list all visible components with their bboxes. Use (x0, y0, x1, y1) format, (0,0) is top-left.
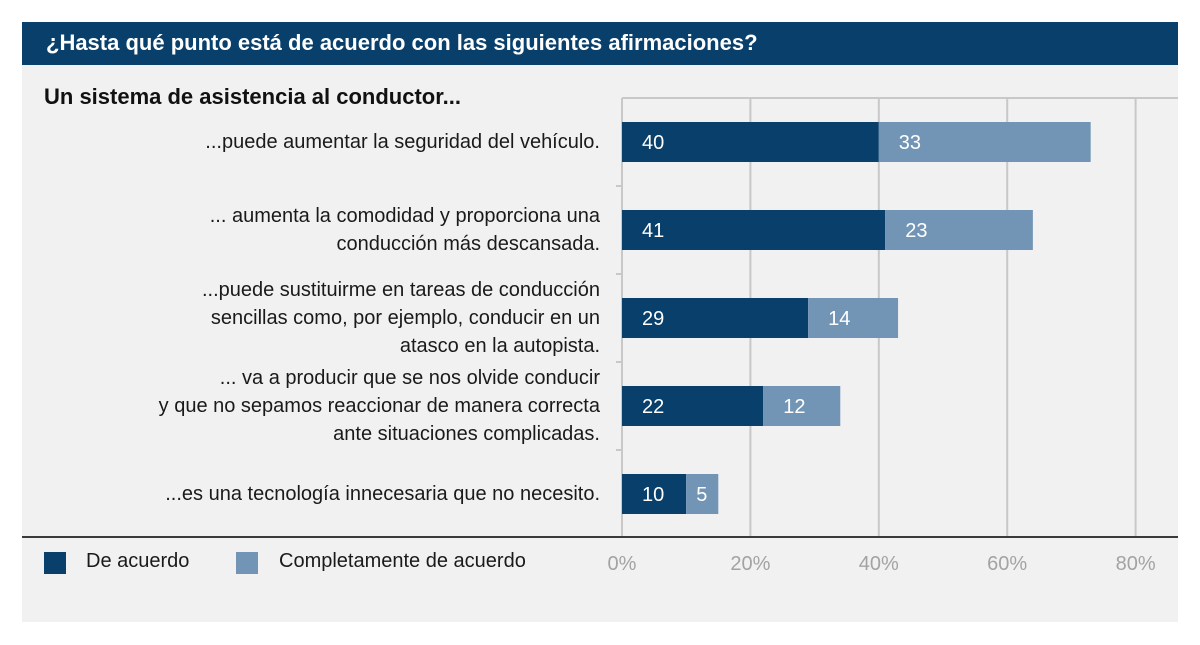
data-label-de-acuerdo-2: 29 (642, 308, 664, 330)
category-label: ... va a producir que se nos olvide cond… (159, 364, 600, 448)
bar-chart: 40 33 41 23 29 14 22 12 10 5 0% 20% 40% 60% 80% (608, 97, 1178, 575)
x-tick-label-20: 20% (730, 553, 770, 575)
bar-de-acuerdo-1 (622, 210, 886, 250)
bar-completamente-3 (763, 386, 841, 426)
x-tick-label-80: 80% (1116, 553, 1156, 575)
category-label-line: conducción más descansada. (336, 233, 601, 255)
category-label-line: sencillas como, por ejemplo, conducir en… (210, 307, 600, 329)
bar-de-acuerdo-2 (622, 298, 809, 338)
legend-swatch-completamente (236, 552, 258, 574)
category-label-line: atasco en la autopista. (399, 335, 600, 357)
category-label-line: ...puede aumentar la seguridad del vehíc… (205, 131, 600, 153)
chart-title: ¿Hasta qué punto está de acuerdo con las… (46, 30, 758, 55)
category-label: ...puede aumentar la seguridad del vehíc… (205, 128, 600, 156)
x-axis-baseline (22, 536, 1178, 538)
bar-completamente-4 (686, 474, 719, 514)
data-label-completamente-2: 14 (828, 308, 850, 330)
category-label-line: ante situaciones complicadas. (333, 423, 600, 445)
category-label-line: y que no sepamos reaccionar de manera co… (158, 395, 600, 417)
category-label: ...puede sustituirme en tareas de conduc… (202, 276, 600, 360)
category-label-line: ... aumenta la comodidad y proporciona u… (209, 205, 600, 227)
category-label-line: ...puede sustituirme en tareas de conduc… (201, 279, 600, 301)
legend-swatch-de-acuerdo (44, 552, 66, 574)
bar-de-acuerdo-3 (622, 386, 764, 426)
bar-de-acuerdo-0 (622, 122, 879, 162)
category-label: ...es una tecnología innecesaria que no … (165, 480, 600, 508)
category-label: ... aumenta la comodidad y proporciona u… (210, 202, 600, 258)
x-tick-label-40: 40% (859, 553, 899, 575)
legend-label-de-acuerdo: De acuerdo (86, 550, 190, 572)
legend-label-completamente: Completamente de acuerdo (279, 550, 526, 572)
data-label-de-acuerdo-4: 10 (642, 484, 664, 506)
data-label-completamente-4: 5 (696, 484, 707, 506)
data-label-completamente-1: 23 (905, 220, 927, 242)
chart-subtitle: Un sistema de asistencia al conductor... (44, 84, 461, 109)
bar-completamente-1 (885, 210, 1033, 250)
data-label-de-acuerdo-3: 22 (642, 396, 664, 418)
x-tick-label-0: 0% (608, 553, 637, 575)
bar-de-acuerdo-4 (622, 474, 687, 514)
bar-completamente-0 (878, 122, 1091, 162)
data-label-de-acuerdo-1: 41 (642, 220, 664, 242)
header-bar: ¿Hasta qué punto está de acuerdo con las… (22, 22, 1178, 65)
data-label-de-acuerdo-0: 40 (642, 132, 664, 154)
bar-completamente-2 (808, 298, 899, 338)
category-label-line: ...es una tecnología innecesaria que no … (165, 483, 600, 505)
data-label-completamente-3: 12 (783, 396, 805, 418)
x-tick-label-60: 60% (987, 553, 1027, 575)
category-label-line: ... va a producir que se nos olvide cond… (219, 367, 600, 389)
chart-panel: ¿Hasta qué punto está de acuerdo con las… (22, 22, 1178, 622)
data-label-completamente-0: 33 (899, 132, 921, 154)
